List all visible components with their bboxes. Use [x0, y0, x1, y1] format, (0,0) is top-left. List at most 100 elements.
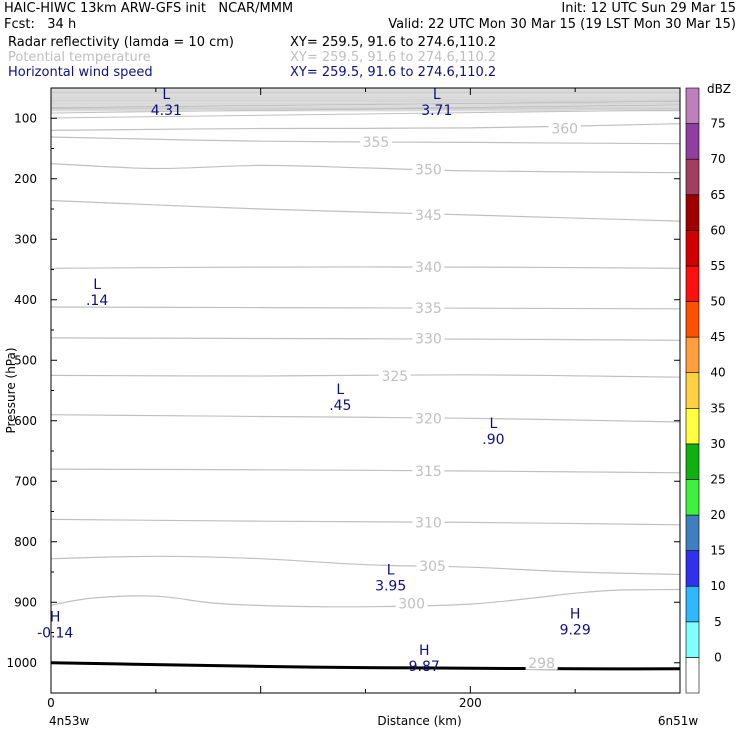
x-end-location: 6n51w [658, 714, 699, 728]
y-tick-label: 300 [14, 232, 37, 246]
upper-contour-line [50, 104, 681, 114]
wind-extremum-l: L [387, 562, 395, 578]
colorbar-swatch [685, 372, 700, 409]
contour-label-bg [378, 367, 411, 383]
colorbar-unit: dBZ [707, 82, 731, 96]
colorbar-level-label: 10 [710, 579, 725, 593]
contour-label-325: 325 [381, 369, 408, 385]
wind-extremum-l: L [489, 416, 497, 432]
contour-label-350: 350 [415, 163, 442, 179]
contour-label-305: 305 [419, 559, 446, 575]
theta-contour-315 [50, 468, 681, 474]
contour-label-bg [548, 120, 581, 136]
field-name-theta: Potential temperature [8, 50, 151, 65]
contour-label-bg [412, 161, 445, 177]
colorbar-level-label: 0 [714, 650, 722, 664]
colorbar-level-label: 15 [710, 544, 725, 558]
x-tick-label: 0 [47, 696, 55, 710]
contour-label-bg [412, 259, 445, 275]
theta-contour-350 [50, 163, 681, 174]
wind-extremum-l: L [433, 87, 441, 103]
colorbar-level-label: 30 [710, 437, 725, 451]
plot-border [50, 87, 681, 694]
theta-contour-300 [50, 588, 681, 608]
contour-label-320: 320 [415, 411, 442, 427]
contour-label-bg [412, 462, 445, 478]
theta-contour-325 [50, 374, 681, 378]
x-axis-label: Distance (km) [377, 714, 461, 728]
pressure-axis: 100 200 300 400 500 600 700 800 900 1000 Pressure … [4, 111, 680, 670]
theta-contour-310 [50, 518, 681, 526]
contour-label-bg [412, 410, 445, 426]
field-name-wind: Horizontal wind speed [8, 65, 153, 80]
colorbar-level-label: 25 [710, 472, 725, 486]
contour-label-330: 330 [415, 331, 442, 347]
colorbar-level-label: 35 [710, 401, 725, 415]
theta-contour-330 [50, 337, 681, 341]
valid-time: Valid: 22 UTC Mon 30 Mar 15 (19 LST Mon … [388, 17, 736, 32]
wind-extremum-l: L [162, 87, 170, 103]
upper-level-contour-cluster [50, 88, 681, 119]
theta-contour-305 [50, 555, 681, 575]
x-start-location: 4n53w [49, 714, 90, 728]
wind-extremum-value: 3.71 [421, 103, 452, 119]
field-name-reflectivity: Radar reflectivity (lamda = 10 cm) [8, 35, 234, 50]
reflectivity-colorbar: 0 5 10 15 20 25 30 35 40 45 50 55 60 65 70 75 dBZ [685, 82, 731, 694]
wind-extrema: L4.31L3.71L.14L.45L.90L3.95H-0.14H9.29H9… [37, 87, 591, 675]
x-tick-label: 200 [459, 696, 482, 710]
field-xy-reflectivity: XY= 259.5, 91.6 to 274.6,110.2 [290, 35, 497, 50]
contour-label-360: 360 [551, 122, 578, 138]
colorbar-swatch [685, 657, 700, 694]
colorbar-level-label: 65 [710, 188, 725, 202]
wind-extremum-value: .90 [482, 432, 504, 448]
contour-labels: 298 300 305 310 315 320 325 330 335 340 345 350 355 3… [359, 120, 581, 672]
field-xy-theta: XY= 259.5, 91.6 to 274.6,110.2 [290, 50, 497, 65]
colorbar-level-label: 20 [710, 508, 725, 522]
colorbar-swatch [685, 123, 700, 160]
colorbar-level-label: 45 [710, 330, 725, 344]
wind-extremum-value: .14 [86, 293, 108, 309]
colorbar-swatch [685, 194, 700, 231]
y-tick-label: 400 [14, 293, 37, 307]
colorbar-swatch [685, 230, 700, 267]
y-tick-label: 500 [14, 353, 37, 367]
wind-extremum-h: H [50, 610, 61, 626]
wind-extremum-l: L [336, 382, 344, 398]
wind-extremum-l: L [93, 277, 101, 293]
contour-label-bg [412, 300, 445, 316]
colorbar-level-label: 75 [710, 117, 725, 131]
colorbar-swatch [685, 265, 700, 302]
wind-extremum-value: 4.31 [151, 103, 182, 119]
plot-frame [50, 87, 681, 694]
wind-extremum-h: H [419, 643, 430, 659]
y-tick-label: 800 [14, 535, 37, 549]
wind-extremum-value: 3.95 [375, 578, 406, 594]
y-tick-label: 100 [14, 111, 37, 125]
colorbar-swatch [685, 514, 700, 551]
init-time: Init: 12 UTC Sun 29 Mar 15 [561, 1, 736, 16]
wind-extremum-value: -0.14 [37, 626, 73, 642]
theta-contour-335 [50, 306, 681, 310]
y-axis-label: Pressure (hPa) [4, 347, 18, 433]
terrain-surface [50, 661, 681, 671]
colorbar-level-label: 40 [710, 366, 725, 380]
theta-contours [50, 123, 681, 608]
colorbar-level-label: 70 [710, 152, 725, 166]
contour-label-300: 300 [398, 596, 425, 612]
colorbar-level-label: 5 [714, 615, 722, 629]
contour-label-bg [525, 654, 558, 670]
forecast-hour: Fcst: 34 h [4, 17, 77, 32]
contour-label-bg [412, 330, 445, 346]
terrain-line [50, 661, 681, 671]
colorbar-level-label: 50 [710, 295, 725, 309]
contour-label-bg [395, 595, 428, 611]
colorbar-swatch [685, 479, 700, 516]
colorbar-swatch [685, 407, 700, 445]
colorbar-swatch [685, 585, 700, 623]
colorbar-swatch [685, 550, 700, 587]
colorbar-swatch [685, 443, 700, 480]
theta-contour-345 [50, 199, 681, 222]
wind-extremum-value: 9.29 [560, 623, 591, 639]
contour-label-bg [359, 133, 392, 149]
contour-label-bg [416, 557, 449, 573]
